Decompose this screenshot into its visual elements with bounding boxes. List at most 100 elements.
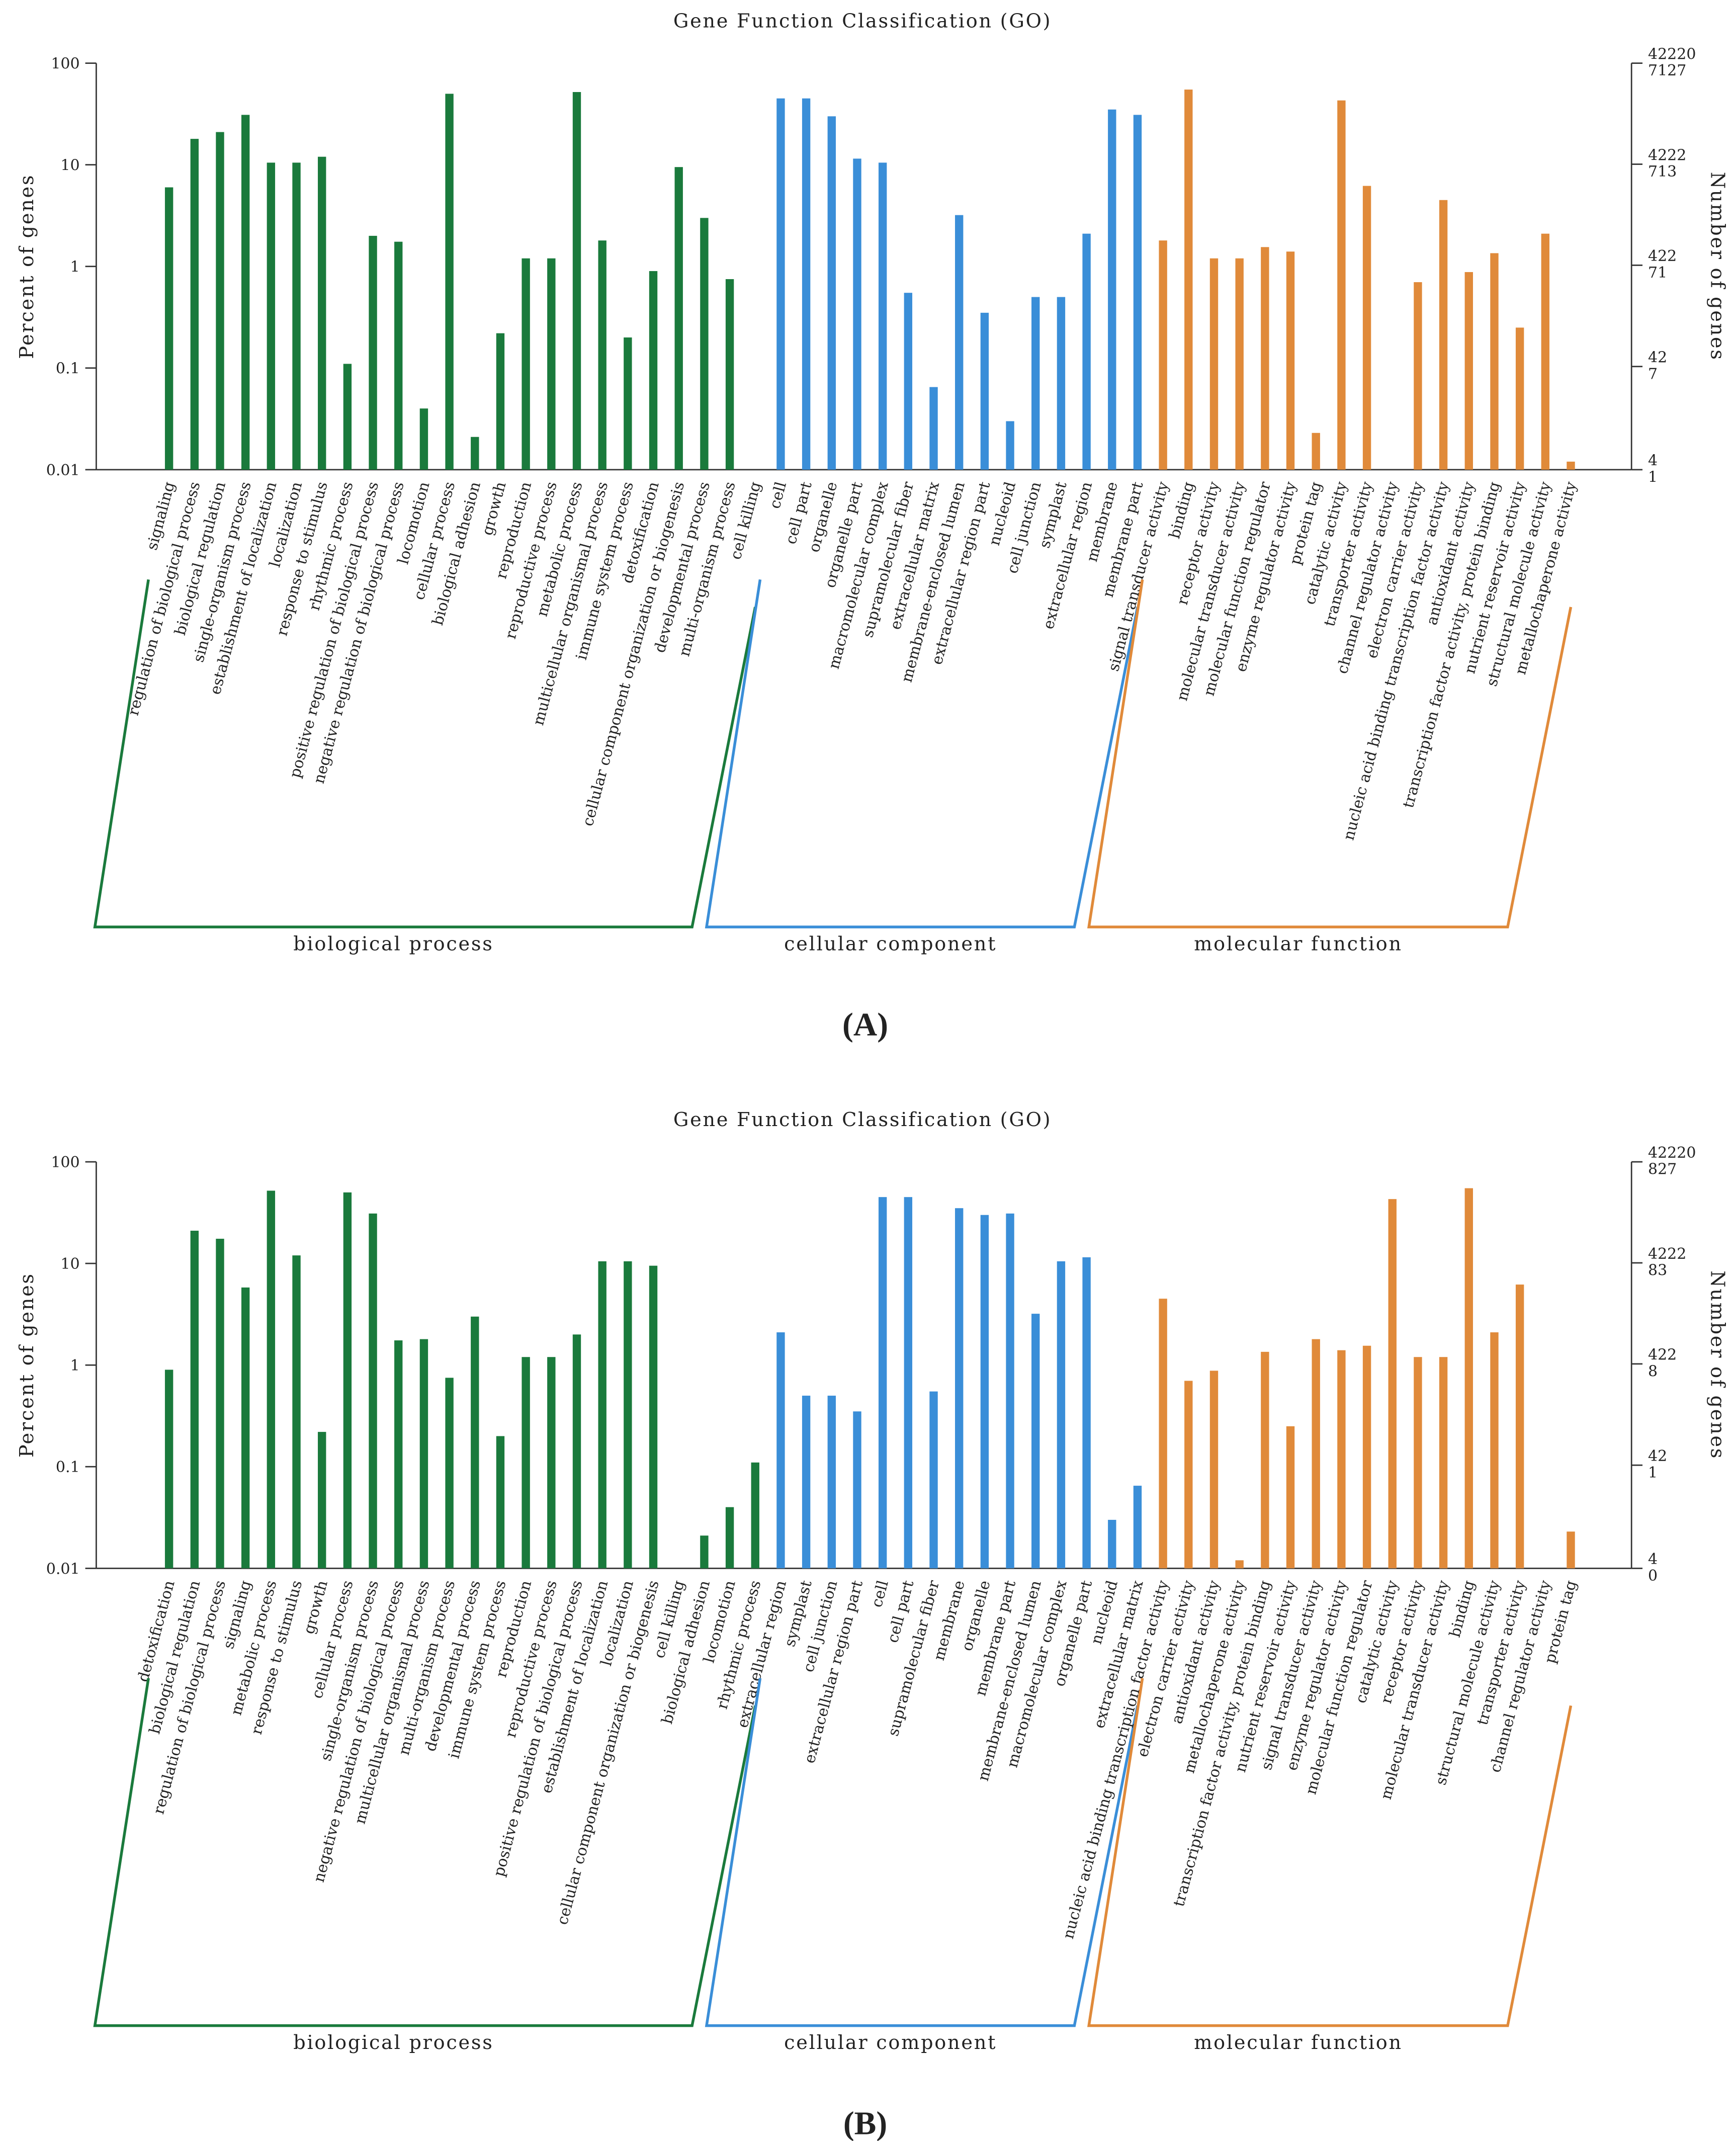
bar	[624, 1261, 632, 1569]
bar	[1388, 1199, 1397, 1569]
bar	[1057, 1261, 1066, 1569]
bar	[394, 1340, 403, 1569]
bar	[1006, 1213, 1014, 1569]
bar	[292, 1255, 301, 1569]
y2-tick-sublabel: 71	[1648, 264, 1667, 282]
bar	[1235, 258, 1244, 470]
bar	[1337, 100, 1346, 470]
bar	[164, 187, 173, 470]
bar	[624, 337, 632, 470]
bar	[853, 158, 861, 470]
bar	[1464, 272, 1473, 470]
bar	[1006, 421, 1014, 470]
bar	[292, 162, 301, 470]
bar	[1261, 247, 1269, 470]
bar	[598, 240, 606, 470]
bar	[1235, 1560, 1244, 1569]
bar	[1209, 1371, 1219, 1569]
bar	[1490, 253, 1499, 470]
bar	[1108, 1519, 1116, 1569]
bar	[445, 1378, 454, 1569]
bar	[241, 115, 250, 470]
y2-tick-label: 42	[1648, 349, 1667, 367]
y2-tick-sublabel: 827	[1648, 1161, 1677, 1178]
bar	[878, 162, 887, 470]
bar	[267, 1190, 276, 1569]
bar	[1439, 1357, 1448, 1569]
bar	[241, 1287, 250, 1569]
bar	[929, 387, 938, 470]
bar	[1133, 1486, 1142, 1569]
bar	[878, 1197, 887, 1569]
y-tick-label: 0.1	[56, 1459, 80, 1476]
bar	[980, 1215, 989, 1569]
y-tick-label: 0.01	[46, 1560, 80, 1578]
y2-tick-sublabel: 7127	[1648, 62, 1686, 79]
y2-tick-sublabel: 8	[1648, 1362, 1658, 1380]
bar	[419, 1339, 428, 1569]
bar	[496, 333, 505, 470]
bar	[1057, 297, 1066, 470]
x-tick-label: cell	[766, 480, 790, 510]
bar	[1567, 1531, 1575, 1569]
bar	[929, 1391, 938, 1569]
bar	[1337, 1350, 1346, 1569]
bar	[496, 1436, 505, 1569]
bar	[725, 279, 734, 470]
group-label: molecular function	[1194, 2032, 1403, 2054]
bar	[904, 293, 913, 470]
bar	[649, 271, 658, 470]
bar	[572, 1334, 581, 1569]
group-bracket	[705, 1678, 1139, 2027]
bar	[598, 1261, 606, 1569]
bar	[827, 116, 836, 470]
group-bracket	[1087, 1678, 1573, 2027]
bar	[827, 1396, 836, 1569]
y2-tick-label: 4	[1648, 1551, 1658, 1568]
bar	[1362, 186, 1371, 470]
bar	[419, 408, 428, 470]
bar	[318, 1432, 326, 1569]
bar	[1082, 233, 1091, 470]
bar	[1567, 461, 1575, 470]
bar	[802, 1396, 811, 1569]
x-tick-label: cell	[868, 1579, 892, 1609]
y2-tick-label: 422	[1648, 247, 1677, 265]
bar	[1312, 433, 1320, 470]
chart-title: Gene Function Classification (GO)	[673, 11, 1052, 33]
y2-tick-sublabel: 713	[1648, 163, 1677, 181]
group-label: molecular function	[1194, 933, 1403, 956]
bar	[318, 156, 326, 470]
bar	[1031, 297, 1040, 470]
group-label: cellular component	[784, 933, 997, 956]
bar	[471, 1316, 479, 1569]
group-bracket	[1087, 579, 1573, 928]
bar	[1286, 251, 1295, 470]
bar	[1082, 1257, 1091, 1569]
y2-tick-label: 42	[1648, 1447, 1667, 1465]
bar	[369, 1213, 377, 1569]
y2-tick-label: 42220	[1648, 45, 1696, 63]
bar	[674, 167, 683, 470]
bar	[1209, 258, 1219, 470]
bar	[853, 1411, 861, 1569]
y-axis-label: Percent of genes	[16, 1272, 38, 1458]
bar	[216, 132, 224, 470]
y-tick-label: 1	[70, 259, 80, 276]
bar	[343, 1192, 352, 1569]
y-axis-label: Percent of genes	[16, 174, 38, 359]
bar	[190, 139, 199, 470]
bar	[1490, 1332, 1499, 1569]
bar	[522, 258, 530, 470]
chart-title: Gene Function Classification (GO)	[673, 1109, 1052, 1131]
bar	[802, 98, 811, 470]
bar	[394, 241, 403, 470]
y-tick-label: 10	[60, 157, 79, 175]
y2-tick-sublabel: 1	[1648, 468, 1658, 486]
bar	[547, 1357, 556, 1569]
bar	[776, 98, 785, 470]
y2-tick-label: 422	[1648, 1346, 1677, 1364]
y-tick-label: 1	[70, 1357, 80, 1375]
panel-label: (A)	[842, 1007, 888, 1043]
group-bracket	[705, 579, 1139, 928]
